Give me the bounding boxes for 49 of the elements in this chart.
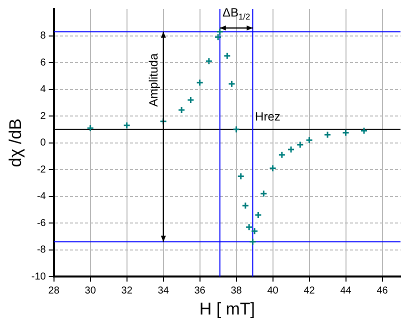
annotation: Amplituda — [146, 53, 161, 107]
point — [216, 28, 224, 36]
x-tick-label: 38 — [230, 285, 242, 296]
y-tick-label: 0 — [40, 138, 46, 149]
point — [232, 126, 240, 134]
x-tick-label: 32 — [121, 285, 133, 296]
point — [278, 151, 286, 159]
point — [242, 202, 250, 210]
point — [360, 127, 368, 135]
y-tick-label: -6 — [36, 218, 46, 229]
y-tick-label: 2 — [40, 110, 46, 122]
y-tick-label: -2 — [36, 164, 46, 176]
point — [214, 33, 222, 41]
point — [296, 141, 304, 149]
point — [287, 146, 295, 154]
x-tick-label: 30 — [84, 285, 96, 296]
y-axis-title: dχ /dB — [6, 118, 25, 168]
y-tick-label: 8 — [40, 30, 46, 42]
x-tick-label: 28 — [48, 285, 60, 296]
point — [324, 131, 332, 139]
x-tick-label: 40 — [267, 285, 279, 296]
x-tick-label: 46 — [376, 285, 388, 296]
y-tick-label: -4 — [36, 191, 46, 202]
point — [237, 172, 245, 180]
point — [248, 238, 256, 246]
point — [196, 78, 204, 86]
point — [205, 57, 213, 65]
point — [178, 106, 186, 114]
x-tick-label: 42 — [304, 285, 316, 296]
point — [269, 164, 277, 172]
x-tick-label: 36 — [194, 285, 206, 296]
point — [123, 122, 131, 130]
point — [228, 80, 236, 88]
point — [306, 136, 314, 144]
point — [342, 129, 350, 137]
annotation: Hrez — [255, 110, 280, 124]
y-tick-label: -10 — [31, 271, 46, 282]
point — [260, 190, 268, 198]
point — [186, 96, 194, 104]
x-tick-label: 34 — [158, 285, 170, 296]
point — [223, 52, 231, 60]
x-axis-title: H [ mT] — [199, 299, 256, 318]
point — [86, 124, 94, 132]
y-tick-label: 4 — [40, 84, 46, 96]
x-tick-label: 44 — [340, 285, 352, 296]
point — [254, 211, 262, 219]
y-tick-label: -8 — [36, 244, 46, 256]
point — [160, 118, 168, 126]
y-tick-label: 6 — [40, 57, 46, 68]
